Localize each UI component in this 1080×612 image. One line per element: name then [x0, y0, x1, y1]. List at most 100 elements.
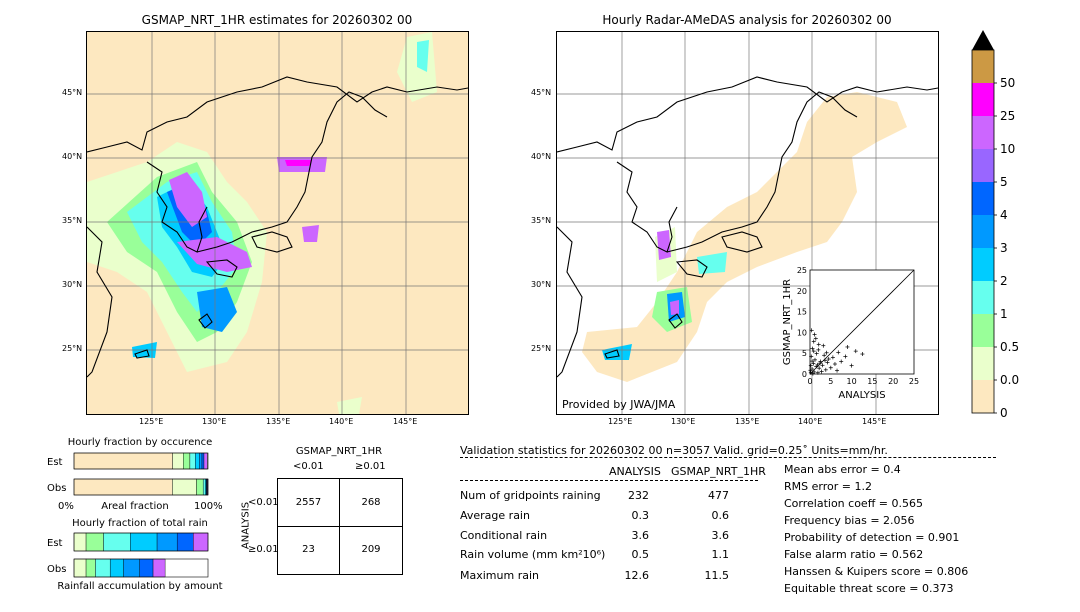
colorbar-frame	[971, 49, 995, 414]
scatter-point	[816, 347, 821, 352]
bar-segment	[176, 532, 194, 552]
score-item: Correlation coeff = 0.565	[784, 497, 923, 510]
score-item: RMS error = 1.2	[784, 480, 872, 493]
left-map-grid	[87, 32, 468, 414]
scatter-ylabel: GSMAP_NRT_1HR	[782, 279, 793, 365]
scatter-point	[816, 342, 821, 347]
occurrence-title: Hourly fraction by occurence	[67, 437, 213, 448]
occurrence-bars: Est Obs	[47, 452, 209, 496]
scatter-point	[815, 370, 820, 375]
scatter-point	[810, 371, 815, 376]
colorbar-level: 25	[1000, 109, 1015, 123]
lat-label: 30°N	[531, 280, 552, 289]
bar-segment	[172, 452, 184, 470]
scatter-point	[812, 357, 817, 362]
stat-label: Conditional rain	[460, 529, 548, 542]
bar-category-label: Est	[47, 457, 63, 468]
scatter-xtick: 0	[807, 377, 812, 386]
stat-gsmap: 0.6	[711, 509, 730, 522]
scatter-point	[839, 359, 844, 364]
scatter-inset: 0 5 10 15 20 25 0 5 10 15 20 25 ANALYSIS GSMAP_NRT_1H…	[778, 262, 928, 402]
right-rain-areas	[602, 227, 727, 360]
scatter-point	[812, 332, 817, 337]
colorbar-segment	[972, 248, 994, 281]
bar-segment	[139, 558, 154, 578]
validation-subdivider	[460, 480, 758, 481]
colorbar-level: 5	[1000, 175, 1008, 189]
scatter-xtick: 25	[909, 377, 919, 386]
stat-analysis: 0.3	[631, 509, 650, 522]
bar-segment	[183, 452, 191, 470]
score-item: Mean abs error = 0.4	[784, 463, 901, 476]
scatter-point	[824, 350, 829, 355]
scatter-point	[808, 370, 813, 375]
scatter-point	[845, 344, 850, 349]
rain-fraction-bars: Est Obs	[47, 532, 209, 578]
colorbar-segment	[972, 149, 994, 182]
scatter-point	[819, 369, 824, 374]
lat-label: 35°N	[62, 216, 83, 225]
bar-segment	[201, 452, 205, 470]
scatter-point	[849, 363, 854, 368]
left-coastlines	[87, 76, 468, 378]
scatter-point	[810, 346, 815, 351]
validation-header: Validation statistics for 20260302 00 n=…	[460, 444, 888, 457]
bar-segment	[73, 452, 173, 470]
left-map-title: GSMAP_NRT_1HR estimates for 20260302 00	[141, 13, 413, 27]
bar-segment	[196, 478, 204, 496]
rain-fraction-title: Hourly fraction of total rain	[72, 518, 208, 529]
scatter-xtick: 15	[867, 377, 877, 386]
stat-gsmap: 1.1	[711, 548, 730, 561]
scatter-point	[822, 353, 827, 358]
scatter-point	[836, 350, 841, 355]
occurrence-xlabel: Areal fraction	[101, 501, 169, 512]
scatter-xtick: 5	[828, 377, 833, 386]
right-map-canvas	[557, 32, 938, 414]
bar-segment	[130, 532, 158, 552]
validation-divider	[460, 457, 996, 458]
stat-gsmap: 477	[708, 489, 729, 502]
stat-gsmap: 11.5	[704, 569, 730, 582]
score-item: Hanssen & Kuipers score = 0.806	[784, 565, 969, 578]
scatter-xlabel: ANALYSIS	[838, 390, 885, 401]
scatter-point	[817, 361, 822, 366]
right-map: Provided by JWA/JMA	[556, 31, 939, 415]
bar-segment	[189, 452, 196, 470]
scatter-ytick: 5	[802, 349, 807, 358]
stat-label: Rain volume (mm km²10⁶)	[460, 548, 606, 561]
rain-fraction-xlabel: Rainfall accumulation by amount	[57, 581, 223, 592]
scatter-point	[830, 355, 835, 360]
scatter-plot: 0 5 10 15 20 25 0 5 10 15 20 25 ANALYSIS GSMAP_NRT_1H…	[782, 266, 919, 401]
scatter-point	[835, 368, 840, 373]
credit-text: Provided by JWA/JMA	[562, 398, 676, 411]
bar-category-label: Obs	[47, 483, 66, 494]
lat-label: 45°N	[62, 88, 83, 97]
scatter-point	[828, 365, 833, 370]
bar-segment	[199, 452, 203, 470]
scatter-ytick: 25	[797, 266, 807, 275]
scatter-point	[817, 366, 822, 371]
bar-segment	[85, 532, 104, 552]
bar-frame	[73, 532, 209, 552]
colorbar-extend-arrow	[972, 30, 994, 50]
bar-category-label: Est	[47, 538, 63, 549]
lat-label: 25°N	[62, 344, 83, 353]
scatter-point	[811, 349, 816, 354]
colorbar-segment	[972, 347, 994, 380]
scatter-point	[860, 352, 865, 357]
lon-label: 130°E	[202, 417, 227, 426]
lat-label: 45°N	[531, 88, 552, 97]
left-map-canvas	[87, 32, 468, 414]
stat-analysis: 3.6	[631, 529, 650, 542]
scatter-point	[808, 368, 813, 373]
bar-frame	[73, 478, 209, 496]
cell-d: 209	[361, 544, 381, 555]
cell-c: 23	[302, 544, 315, 555]
scatter-point	[820, 363, 825, 368]
colorbar-segment	[972, 380, 994, 413]
scatter-point	[823, 367, 828, 372]
scatter-point	[853, 349, 858, 354]
lat-label: 35°N	[531, 216, 552, 225]
colorbar-level: 0	[1000, 406, 1008, 420]
contingency-title: GSMAP_NRT_1HR	[295, 446, 383, 457]
